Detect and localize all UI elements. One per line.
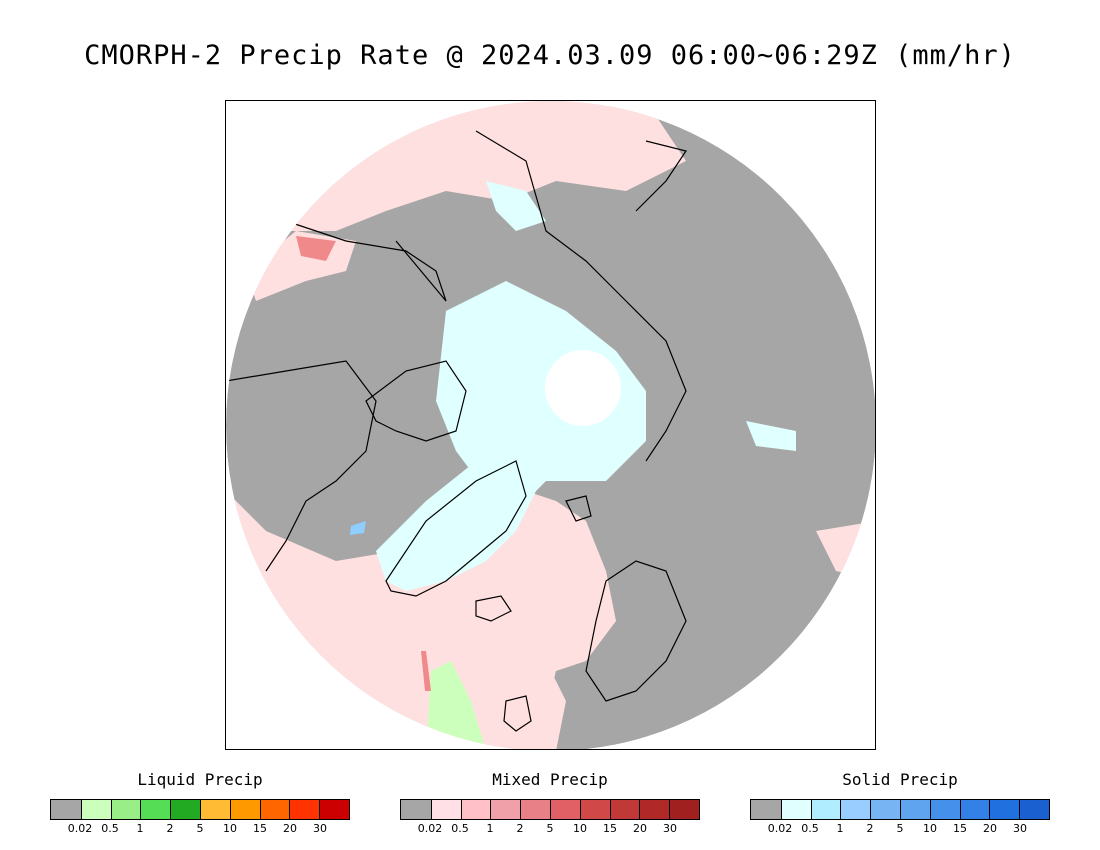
british-isles-coastline — [503, 695, 532, 732]
legend-tick-label: 0.5 — [101, 822, 119, 835]
legend-tick-label: 1 — [836, 822, 844, 835]
map-frame — [225, 100, 876, 750]
kamchatka-coastline — [635, 140, 687, 212]
legend-swatch — [490, 800, 521, 819]
legend-swatch — [810, 800, 841, 819]
legend-tick-label: 5 — [196, 822, 204, 835]
legend-tick-label: 2 — [166, 822, 174, 835]
legend-colorbar — [400, 799, 700, 820]
legend-swatch — [929, 800, 960, 819]
solid-precip-greenland — [376, 461, 536, 591]
legend-swatch — [430, 800, 461, 819]
legend-swatch — [899, 800, 930, 819]
legend-tick-label: 20 — [983, 822, 997, 835]
north-america-coastline — [226, 360, 377, 572]
legend-swatch — [259, 800, 290, 819]
legend-tick-label: 15 — [953, 822, 967, 835]
solid-precip-moderate — [350, 521, 366, 535]
bering-strait-line — [395, 240, 447, 302]
legend-tick-label: 15 — [253, 822, 267, 835]
legend-tick-label: 2 — [866, 822, 874, 835]
legend-colorbar — [50, 799, 350, 820]
legend-swatch — [229, 800, 260, 819]
legend-swatch — [289, 800, 320, 819]
legend-tick-label: 2 — [516, 822, 524, 835]
legend-swatch — [460, 800, 491, 819]
mixed-precip-moderate-pacific — [296, 236, 336, 261]
legend-tick-label: 15 — [603, 822, 617, 835]
legend-tick-label: 0.02 — [767, 822, 793, 835]
mixed-precip-north-sea — [486, 661, 566, 749]
legend-title: Mixed Precip — [492, 770, 608, 789]
legend-tick-label: 20 — [283, 822, 297, 835]
legend-swatch — [80, 800, 111, 819]
legend-swatch — [989, 800, 1020, 819]
legend-tick-label: 0.02 — [417, 822, 443, 835]
solid-precip-siberia — [486, 181, 546, 231]
solid-precip-patch-east — [746, 421, 796, 451]
legend-tick-label: 10 — [223, 822, 237, 835]
legend-swatch — [51, 800, 81, 819]
legend-tick-label: 0.02 — [67, 822, 93, 835]
legend-swatch — [170, 800, 200, 819]
solid-precip-arctic — [436, 281, 646, 501]
canadian-archipelago-coastline — [365, 360, 467, 442]
coastlines — [226, 130, 687, 732]
legend-swatch — [751, 800, 781, 819]
svalbard-coastline — [565, 495, 592, 522]
legend-tick-label: 5 — [546, 822, 554, 835]
legend-swatch — [110, 800, 141, 819]
legend-tick-label: 1 — [486, 822, 494, 835]
legend-swatch — [870, 800, 900, 819]
legend-tick-label: 10 — [923, 822, 937, 835]
legend-tick-label: 10 — [573, 822, 587, 835]
legend-tick-label: 1 — [136, 822, 144, 835]
pole-hole — [545, 350, 621, 426]
legend-colorbar — [750, 799, 1050, 820]
legend-tick-label: 0.5 — [451, 822, 469, 835]
legend-tick-label: 30 — [313, 822, 327, 835]
legend-swatch — [639, 800, 670, 819]
mixed-precip-moderate — [421, 651, 431, 691]
legend-swatch — [609, 800, 640, 819]
legend-tick-label: 30 — [1013, 822, 1027, 835]
alaska-coastline — [285, 220, 447, 302]
legend-swatch — [780, 800, 811, 819]
legend-swatch — [520, 800, 550, 819]
legend-tick-label: 20 — [633, 822, 647, 835]
legend-swatch — [549, 800, 580, 819]
legend-title: Liquid Precip — [137, 770, 263, 789]
siberia-coastline — [475, 130, 687, 462]
legend-swatch — [579, 800, 610, 819]
legend-swatch — [840, 800, 871, 819]
legend-tick-label: 5 — [896, 822, 904, 835]
chart-title: CMORPH-2 Precip Rate @ 2024.03.09 06:00~… — [84, 40, 1016, 71]
legend-tick-label: 30 — [663, 822, 677, 835]
iceland-coastline — [475, 595, 512, 622]
legend-swatch — [669, 800, 699, 819]
greenland-coastline — [385, 460, 527, 597]
legend-tick-label: 0.5 — [801, 822, 819, 835]
legend-title: Solid Precip — [842, 770, 958, 789]
legend-swatch — [401, 800, 431, 819]
legend-swatch — [319, 800, 349, 819]
legend-swatch — [140, 800, 171, 819]
map-disk — [226, 101, 875, 749]
polar-map — [226, 101, 875, 749]
liquid-precip-atlantic — [426, 661, 486, 749]
legend-swatch — [199, 800, 230, 819]
legend-swatch — [959, 800, 990, 819]
legend-swatch — [1019, 800, 1049, 819]
scandinavia-coastline — [585, 560, 687, 702]
